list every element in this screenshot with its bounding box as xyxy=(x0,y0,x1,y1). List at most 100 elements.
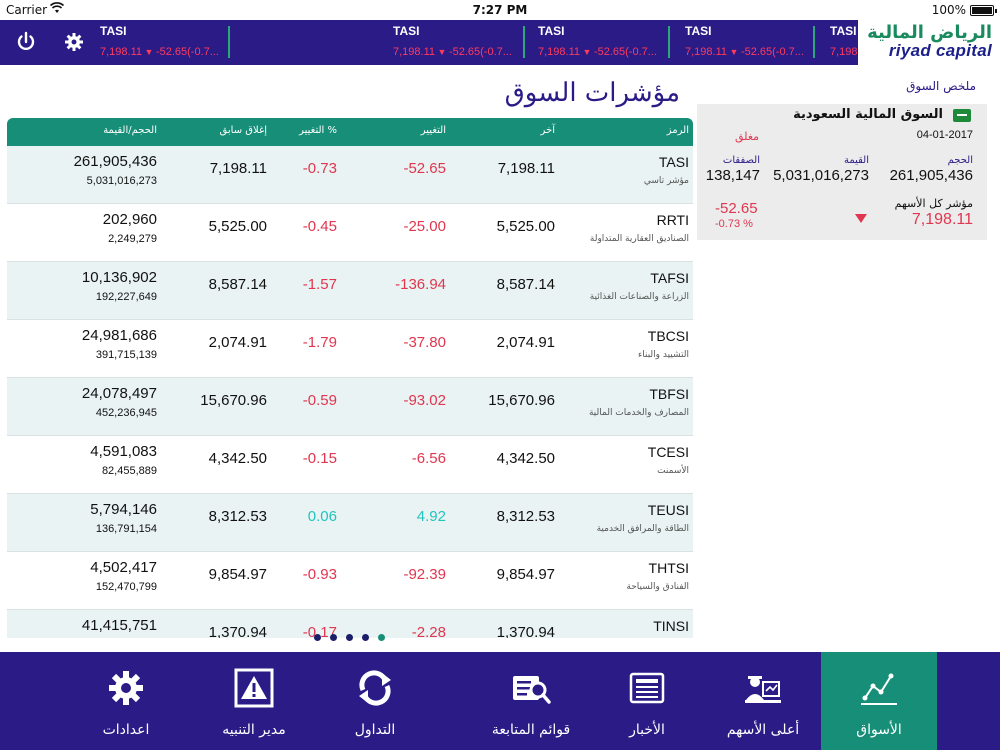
tab-markets[interactable]: الأسواق xyxy=(821,652,937,750)
ticker-divider xyxy=(813,26,815,58)
row-change-pct: -0.15 xyxy=(302,450,337,467)
ticker-name: TASI xyxy=(685,24,712,38)
ticker-item[interactable]: TASI 7,198.11 ▼ -52.65(-0.7... xyxy=(100,20,232,65)
row-change: -6.56 xyxy=(411,450,446,467)
row-name: التشييد والبناء xyxy=(638,350,689,360)
table-row[interactable]: RRTI الصناديق العقارية المتداولة 5,525.0… xyxy=(7,204,693,262)
ticker-item[interactable]: TASI 7,198.11 ▼ -52.65(-0.7... xyxy=(393,20,535,65)
ticker-name: TASI xyxy=(830,24,857,38)
row-change-pct: -0.59 xyxy=(302,392,337,409)
page-dot[interactable] xyxy=(314,634,321,641)
header-change[interactable]: التغيير xyxy=(420,125,446,136)
settings-gear-icon xyxy=(106,668,146,708)
row-change-pct: -0.93 xyxy=(302,566,337,583)
news-icon xyxy=(627,668,667,708)
tab-settings[interactable]: اعدادات xyxy=(68,652,184,750)
ticker-values: 7,198.11 ▼ -52.65(-0.7... xyxy=(685,46,804,58)
tab-label: الأخبار xyxy=(629,722,665,738)
logo-arabic: الرياض المالية xyxy=(867,22,992,43)
row-name: الأسمنت xyxy=(657,466,689,476)
tab-label: الأسواق xyxy=(856,722,902,738)
gear-icon[interactable] xyxy=(62,30,86,54)
row-divider xyxy=(7,261,693,262)
row-prev-close: 8,587.14 xyxy=(208,276,267,293)
row-prev-close: 8,312.53 xyxy=(208,508,267,525)
row-prev-close: 9,854.97 xyxy=(208,566,267,583)
row-name: الزراعة والصناعات الغذائية xyxy=(589,292,689,302)
ticker-item[interactable]: TASI 7,198.11 ▼ -52.65(-0.7... xyxy=(538,20,680,65)
tab-news[interactable]: الأخبار xyxy=(589,652,705,750)
tab-label: التداول xyxy=(354,722,396,738)
ticker-item[interactable]: TASI 7,198.11 xyxy=(830,20,872,65)
header-prev-close[interactable]: إغلاق سابق xyxy=(219,125,267,136)
row-value: 452,236,945 xyxy=(95,407,157,419)
row-last: 15,670.96 xyxy=(488,392,555,409)
ticker-divider xyxy=(228,26,230,58)
page-dot[interactable] xyxy=(330,634,337,641)
tab-top-stocks[interactable]: أعلى الأسهم xyxy=(705,652,821,750)
header-volume-value[interactable]: الحجم/القيمة xyxy=(103,125,157,136)
row-value: 192,227,649 xyxy=(95,291,157,303)
trades-value: 138,147 xyxy=(705,167,760,184)
top-stocks-icon xyxy=(743,668,783,708)
page-indicator[interactable] xyxy=(314,634,394,646)
battery-percent: 100% xyxy=(931,3,966,17)
row-change-pct: -0.45 xyxy=(302,218,337,235)
table-row[interactable]: THTSI الفنادق والسياحة 9,854.97 -92.39 -… xyxy=(7,552,693,610)
page-dot[interactable] xyxy=(362,634,369,641)
row-symbol: TBFSI xyxy=(649,386,689,402)
tab-trading[interactable]: التداول xyxy=(317,652,433,750)
row-divider xyxy=(7,493,693,494)
market-status: مغلق xyxy=(735,130,760,143)
status-bar: Carrier 7:27 PM 100% xyxy=(0,0,1000,20)
page-dot-active[interactable] xyxy=(378,634,385,641)
index-label: مؤشر كل الأسهم xyxy=(894,197,973,210)
row-value: 2,249,279 xyxy=(108,233,157,245)
row-change: -25.00 xyxy=(403,218,446,235)
row-prev-close: 7,198.11 xyxy=(209,160,267,177)
page-dot[interactable] xyxy=(346,634,353,641)
header-change-pct[interactable]: التغيير % xyxy=(299,125,337,136)
ticker-name: TASI xyxy=(100,24,127,38)
row-symbol: TASI xyxy=(658,154,689,170)
header-symbol[interactable]: الرمز xyxy=(666,125,689,136)
row-volume: 10,136,902 xyxy=(81,269,157,286)
row-name: الطاقة والمرافق الخدمية xyxy=(596,524,689,534)
row-change: -2.28 xyxy=(411,624,446,638)
header-last[interactable]: آخر xyxy=(540,125,555,136)
table-row[interactable]: TCESI الأسمنت 4,342.50 -6.56 -0.15 4,342… xyxy=(7,436,693,494)
row-last: 8,587.14 xyxy=(496,276,555,293)
volume-label: الحجم xyxy=(947,155,973,166)
row-prev-close: 15,670.96 xyxy=(200,392,267,409)
market-summary-card[interactable]: السوق المالية السعودية 04-01-2017 مغلق ا… xyxy=(697,104,987,240)
market-name: السوق المالية السعودية xyxy=(793,107,943,122)
tab-watchlists[interactable]: قوائم المتابعة xyxy=(473,652,589,750)
table-row[interactable]: TBCSI التشييد والبناء 2,074.91 -37.80 -1… xyxy=(7,320,693,378)
table-row[interactable]: TINSI 1,370.94 -2.28 -0.17 1,370.94 41,4… xyxy=(7,610,693,638)
row-divider xyxy=(7,435,693,436)
row-last: 5,525.00 xyxy=(496,218,555,235)
row-symbol: RRTI xyxy=(656,212,689,228)
row-volume: 261,905,436 xyxy=(73,153,157,170)
row-last: 1,370.94 xyxy=(496,624,555,638)
table-row[interactable]: TEUSI الطاقة والمرافق الخدمية 8,312.53 4… xyxy=(7,494,693,552)
watchlist-icon xyxy=(511,668,551,708)
row-volume: 5,794,146 xyxy=(90,501,157,518)
power-icon[interactable] xyxy=(14,30,38,54)
row-change: 4.92 xyxy=(416,508,446,525)
table-row[interactable]: TBFSI المصارف والخدمات المالية 15,670.96… xyxy=(7,378,693,436)
row-last: 7,198.11 xyxy=(497,160,555,177)
table-row[interactable]: TASI مؤشر تاسي 7,198.11 -52.65 -0.73 7,1… xyxy=(7,146,693,204)
row-volume: 4,591,083 xyxy=(90,443,157,460)
table-row[interactable]: TAFSI الزراعة والصناعات الغذائية 8,587.1… xyxy=(7,262,693,320)
riyad-capital-logo: الرياض المالية riyad capital xyxy=(858,20,1000,65)
ticker-item[interactable]: TASI 7,198.11 ▼ -52.65(-0.7... xyxy=(685,20,827,65)
top-ticker-bar: TASI 7,198.11 ▼ -52.65(-0.7... TASI 7,19… xyxy=(0,20,1000,65)
tab-alert-manager[interactable]: مدير التنبيه xyxy=(196,652,312,750)
bottom-tab-bar: الأسواق أعلى الأسهم الأخبار قوائم المتاب… xyxy=(0,652,1000,750)
wifi-icon xyxy=(49,2,65,17)
row-value: 136,791,154 xyxy=(95,523,157,535)
ticker-name: TASI xyxy=(538,24,565,38)
row-divider xyxy=(7,319,693,320)
